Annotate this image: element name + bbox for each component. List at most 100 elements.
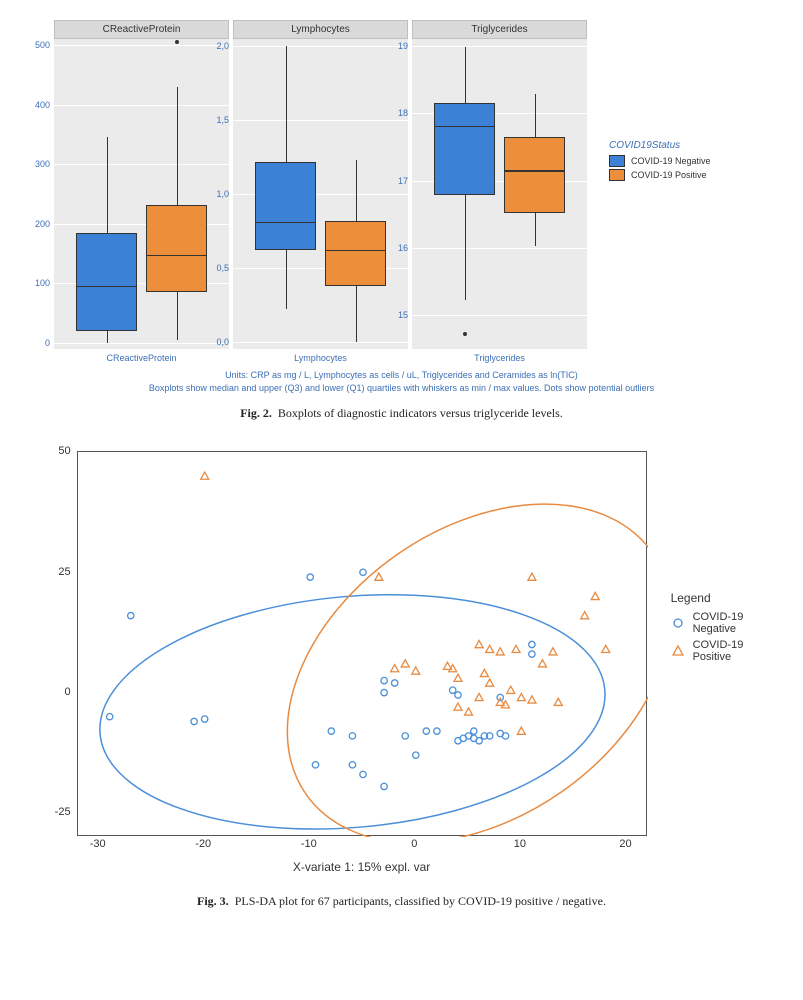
- point-positive: [512, 646, 520, 653]
- y-tick: 500: [24, 40, 50, 50]
- scatter-legend: Legend COVID-19 NegativeCOVID-19 Positiv…: [671, 591, 783, 667]
- point-negative: [106, 714, 112, 720]
- outlier-dot: [463, 332, 467, 336]
- point-positive: [554, 698, 562, 705]
- median-line: [77, 286, 136, 288]
- median-line: [435, 126, 494, 128]
- figure-3: X-variate 2: 19% expl. var -2502550 -30-…: [20, 451, 783, 909]
- point-positive: [601, 646, 609, 653]
- outlier-dot: [175, 40, 179, 44]
- point-positive: [411, 667, 419, 674]
- figure-3-caption: Fig. 3. PLS-DA plot for 67 participants,…: [20, 894, 783, 909]
- point-positive: [390, 665, 398, 672]
- point-positive: [580, 612, 588, 619]
- y-tick: 15: [382, 310, 408, 320]
- point-negative: [412, 752, 418, 758]
- legend-item: COVID-19 Negative: [609, 155, 711, 167]
- point-positive: [517, 727, 525, 734]
- point-positive: [401, 660, 409, 667]
- grid-line: [412, 46, 587, 47]
- point-positive: [538, 660, 546, 667]
- point-negative: [423, 728, 429, 734]
- point-negative: [449, 687, 455, 693]
- box: [434, 103, 495, 195]
- point-positive: [517, 694, 525, 701]
- point-negative: [380, 678, 386, 684]
- whisker-upper: [286, 46, 287, 161]
- box: [255, 162, 316, 251]
- boxplot-container: CReactiveProtein0100200300400500CReactiv…: [20, 20, 783, 363]
- figure-2-caption: Fig. 2. Boxplots of diagnostic indicator…: [20, 406, 783, 421]
- scatter-x-axis: -30-20-1001020: [77, 838, 647, 854]
- point-negative: [307, 574, 313, 580]
- point-positive: [374, 573, 382, 580]
- whisker-upper: [107, 137, 108, 232]
- grid-line: [412, 248, 587, 249]
- grid-line: [233, 120, 408, 121]
- point-negative: [433, 728, 439, 734]
- box: [504, 137, 565, 213]
- x-tick: -10: [301, 838, 317, 850]
- point-negative: [380, 783, 386, 789]
- point-positive: [591, 593, 599, 600]
- point-negative: [349, 762, 355, 768]
- figure-2: CReactiveProtein0100200300400500CReactiv…: [20, 20, 783, 421]
- y-tick: 300: [24, 159, 50, 169]
- legend-label: COVID-19 Positive: [631, 170, 707, 180]
- scatter-y-axis: -2502550: [43, 451, 75, 836]
- median-line: [505, 170, 564, 172]
- legend-label: COVID-19 Positive: [693, 639, 783, 663]
- whisker-lower: [177, 292, 178, 340]
- x-tick: -30: [90, 838, 106, 850]
- panel-body: 0,00,51,01,52,0: [233, 39, 408, 349]
- point-positive: [480, 670, 488, 677]
- y-tick: 17: [382, 176, 408, 186]
- point-negative: [475, 738, 481, 744]
- point-negative: [502, 733, 508, 739]
- boxplot-panels: CReactiveProtein0100200300400500CReactiv…: [54, 20, 587, 363]
- y-tick: 0,5: [203, 263, 229, 273]
- point-negative: [402, 733, 408, 739]
- point-negative: [454, 692, 460, 698]
- panel-header: Lymphocytes: [233, 20, 408, 39]
- whisker-upper: [535, 94, 536, 136]
- whisker-lower: [107, 331, 108, 343]
- x-tick: 20: [619, 838, 631, 850]
- x-label: Lymphocytes: [233, 353, 408, 363]
- confidence-ellipse: [90, 575, 615, 837]
- point-positive: [527, 573, 535, 580]
- whisker-upper: [177, 87, 178, 205]
- scatter-svg: [78, 452, 648, 837]
- panel-header: CReactiveProtein: [54, 20, 229, 39]
- point-negative: [528, 641, 534, 647]
- y-tick: 0: [24, 338, 50, 348]
- point-positive: [475, 641, 483, 648]
- median-line: [326, 250, 385, 252]
- scatter-xlabel: X-variate 1: 15% expl. var: [293, 860, 430, 874]
- whisker-lower: [356, 286, 357, 342]
- y-tick: 2,0: [203, 41, 229, 51]
- legend-swatch: [609, 155, 625, 167]
- panel-body: 1516171819: [412, 39, 587, 349]
- whisker-upper: [465, 47, 466, 103]
- whisker-lower: [286, 250, 287, 309]
- legend-label: COVID-19 Negative: [631, 156, 711, 166]
- y-tick: 0: [41, 686, 71, 698]
- point-positive: [485, 646, 493, 653]
- y-tick: 25: [41, 566, 71, 578]
- y-axis: 1516171819: [384, 39, 410, 349]
- y-tick: 1,5: [203, 115, 229, 125]
- point-negative: [380, 690, 386, 696]
- point-positive: [200, 472, 208, 479]
- legend-title: COVID19Status: [609, 140, 711, 151]
- legend-swatch: [609, 169, 625, 181]
- box: [146, 205, 207, 293]
- triangle-icon: [671, 644, 685, 658]
- point-positive: [454, 674, 462, 681]
- y-tick: 1,0: [203, 189, 229, 199]
- point-positive: [506, 686, 514, 693]
- x-tick: 0: [411, 838, 417, 850]
- y-tick: 19: [382, 41, 408, 51]
- boxplot-subtitle: Units: CRP as mg / L, Lymphocytes as cel…: [20, 369, 783, 394]
- scatter-container: X-variate 2: 19% expl. var -2502550 -30-…: [20, 451, 783, 836]
